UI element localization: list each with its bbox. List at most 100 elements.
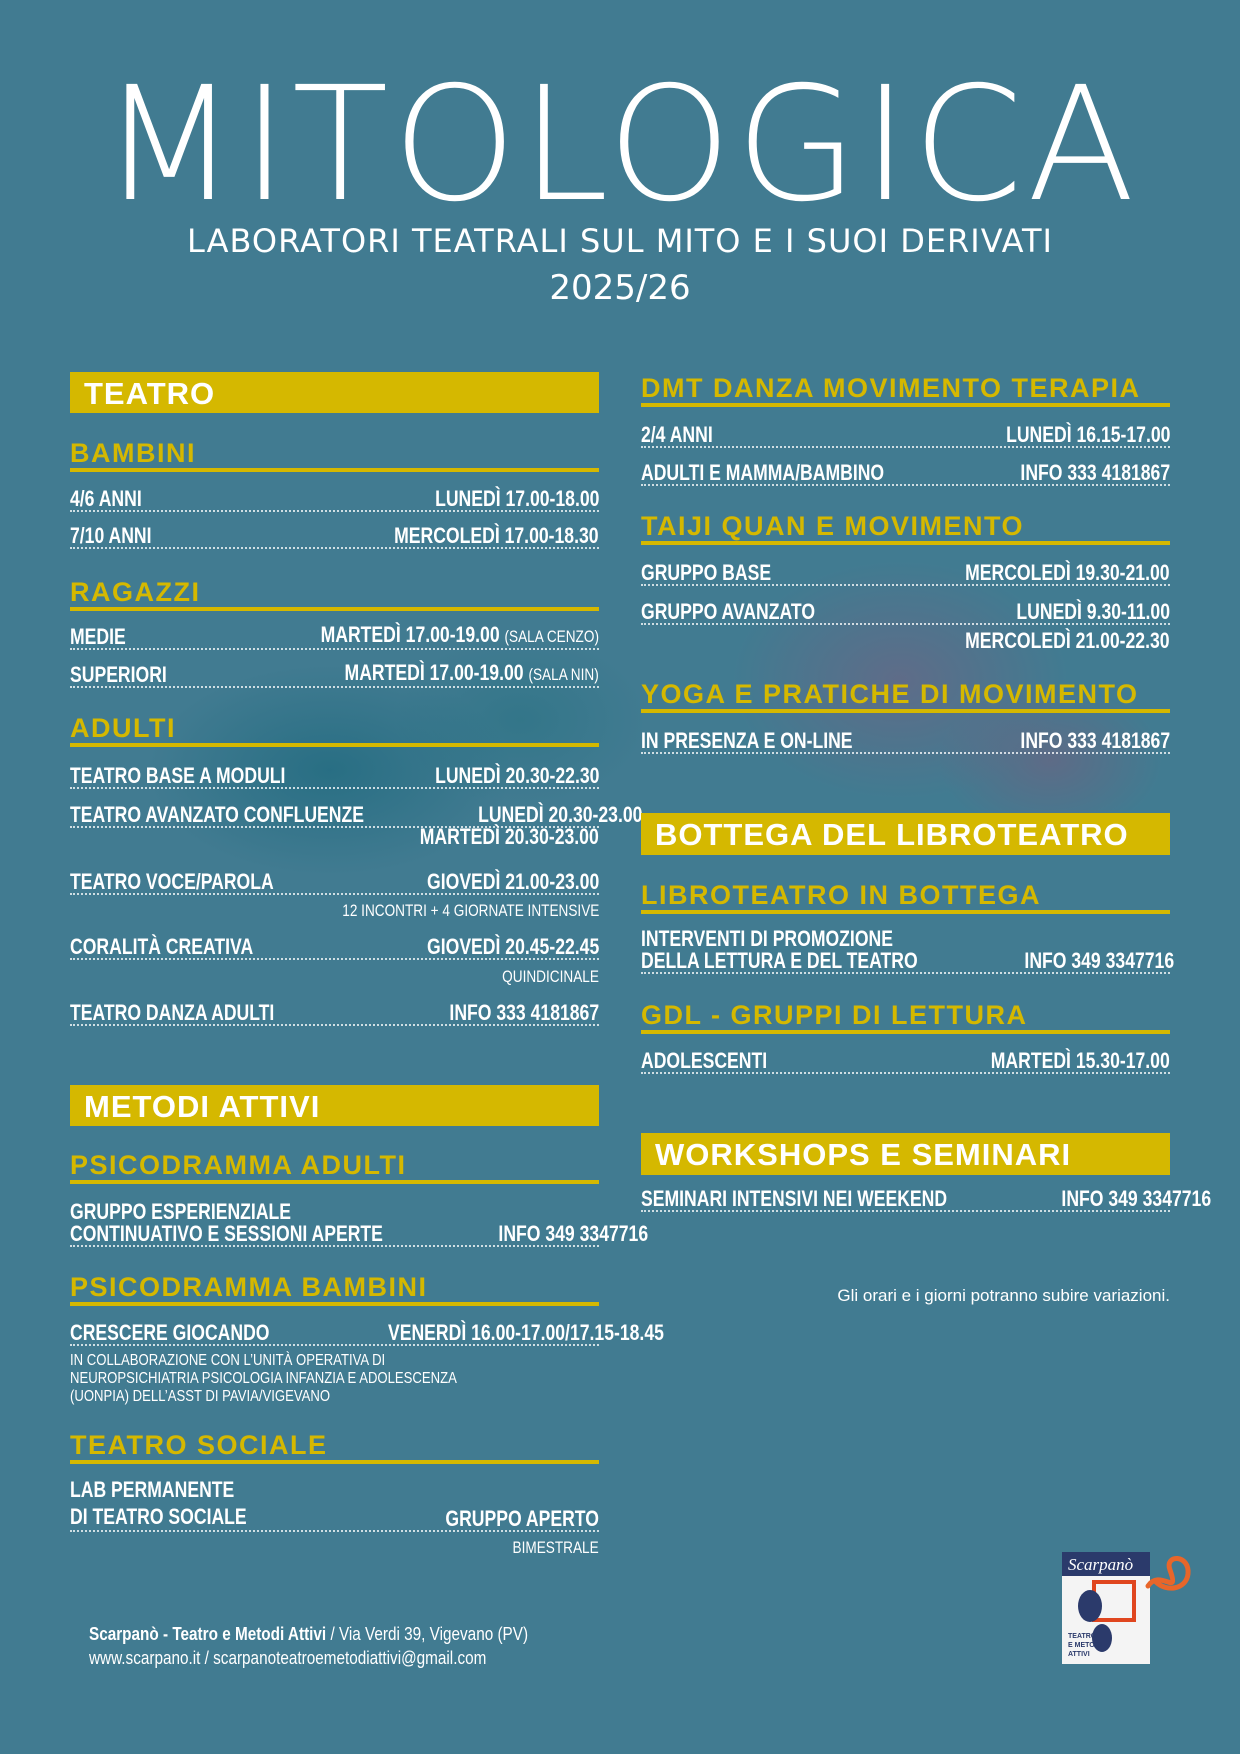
schedule-row: LAB PERMANENTE DI TEATRO SOCIALE GRUPPO AP… [70, 1477, 599, 1532]
row-value: MERCOLEDÌ 19.30-21.00 [965, 560, 1170, 585]
schedule-row: ADULTI E MAMMA/BAMBINO INFO 333 4181867 [641, 458, 1170, 486]
row-value: GIOVEDÌ 21.00-23.00 [426, 869, 599, 894]
row-value: INFO 349 3347716 [498, 1221, 649, 1246]
row-value: MARTEDÌ 17.00-19.00 (SALA CENZO) [321, 624, 599, 648]
footer-org: Scarpanò - Teatro e Metodi Attivi [89, 1624, 327, 1644]
section-bar-teatro: TEATRO [70, 372, 599, 413]
heading-psicodramma-bambini: PSICODRAMMA BAMBINI [70, 1271, 599, 1306]
schedule-row: MEDIE MARTEDÌ 17.00-19.00 (SALA CENZO) [70, 622, 599, 650]
row-extra: QUINDICINALE [70, 968, 599, 987]
row-time: MARTEDÌ 17.00-19.00 [320, 622, 500, 647]
poster-subtitle: LABORATORI TEATRALI SUL MITO E I SUOI DE… [187, 222, 1053, 260]
row-value: LUNEDÌ 20.30-22.30 [434, 763, 599, 788]
row-label-line: CONTINUATIVO E SESSIONI APERTE [70, 1221, 383, 1246]
row-label-line: DELLA LETTURA E DEL TEATRO [641, 948, 918, 973]
footer-contacts: Scarpanò - Teatro e Metodi Attivi / Via … [89, 1622, 606, 1670]
schedule-row: TEATRO BASE A MODULI LUNEDÌ 20.30-22.30 [70, 761, 599, 789]
heading-taiji: TAIJI QUAN E MOVIMENTO [641, 510, 1170, 545]
svg-text:E METODI: E METODI [1068, 1642, 1102, 1649]
schedule-row: CORALITÀ CREATIVA GIOVEDÌ 20.45-22.45 [70, 932, 599, 960]
heading-teatro-sociale: TEATRO SOCIALE [70, 1429, 599, 1464]
row-value: MARTEDÌ 17.00-19.00 (SALA NIN) [345, 662, 599, 686]
row-label: GRUPPO ESPERIENZIALE CONTINUATIVO E SESSI… [70, 1201, 383, 1245]
row-label: ADOLESCENTI [641, 1048, 768, 1073]
heading-psicodramma-adulti: PSICODRAMMA ADULTI [70, 1149, 599, 1184]
row-note: (SALA CENZO) [504, 627, 599, 646]
row-extra: MERCOLEDÌ 21.00-22.30 [641, 630, 1170, 653]
row-value: LUNEDÌ 9.30-11.00 [1016, 599, 1170, 624]
row-label: GRUPPO AVANZATO [641, 599, 816, 624]
schedule-row: IN PRESENZA E ON-LINE INFO 333 4181867 [641, 726, 1170, 754]
row-label: INTERVENTI DI PROMOZIONE DELLA LETTURA E … [641, 928, 918, 972]
poster-year: 2025/26 [549, 268, 691, 308]
row-label: 7/10 ANNI [70, 523, 152, 548]
row-label-line: INTERVENTI DI PROMOZIONE [641, 926, 893, 951]
row-extra-text: 12 INCONTRI + 4 GIORNATE INTENSIVE [341, 901, 599, 920]
row-value: LUNEDÌ 20.30-23.00 [478, 802, 643, 827]
row-label: 2/4 ANNI [641, 422, 713, 447]
row-label: GRUPPO BASE [641, 560, 772, 585]
heading-gdl: GDL - GRUPPI DI LETTURA [641, 999, 1170, 1034]
schedule-row: GRUPPO ESPERIENZIALE CONTINUATIVO E SESSI… [70, 1197, 648, 1247]
row-extra: 12 INCONTRI + 4 GIORNATE INTENSIVE [70, 902, 599, 921]
footer-web-email: www.scarpano.it / scarpanoteatroemetodia… [89, 1648, 487, 1668]
schedule-row: SUPERIORI MARTEDÌ 17.00-19.00 (SALA NIN) [70, 660, 599, 688]
row-label: MEDIE [70, 624, 126, 649]
row-extra-text: BIMESTRALE [512, 1538, 599, 1557]
row-value: INFO 349 3347716 [1024, 948, 1175, 973]
row-value: INFO 333 4181867 [1020, 728, 1170, 753]
row-label-line: GRUPPO ESPERIENZIALE [70, 1199, 292, 1224]
row-value: INFO 349 3347716 [1061, 1186, 1211, 1211]
schedule-row: ADOLESCENTI MARTEDÌ 15.30-17.00 [641, 1046, 1170, 1074]
collaboration-notes: IN COLLABORAZIONE CON L’UNITÀ OPERATIVA … [70, 1352, 599, 1406]
schedule-row: TEATRO AVANZATO CONFLUENZE LUNEDÌ 20.30-2… [70, 800, 643, 828]
row-label: 4/6 ANNI [70, 486, 142, 511]
row-label: IN PRESENZA E ON-LINE [641, 728, 853, 753]
section-bar-bottega: BOTTEGA DEL LIBROTEATRO [641, 813, 1170, 855]
poster-title: MITOLOGICA [101, 53, 1139, 237]
schedule-row: SEMINARI INTENSIVI NEI WEEKEND INFO 349 3… [641, 1184, 1211, 1212]
footer-address: / Via Verdi 39, Vigevano (PV) [330, 1624, 529, 1644]
row-label: TEATRO AVANZATO CONFLUENZE [70, 802, 364, 827]
schedule-row: TEATRO DANZA ADULTI INFO 333 4181867 [70, 998, 599, 1026]
row-time: MARTEDÌ 17.00-19.00 [344, 660, 524, 685]
heading-bambini: BAMBINI [70, 437, 599, 472]
scarpano-logo: Scarpanò TEATRO E METODI ATTIVI [1060, 1548, 1200, 1668]
schedule-row: TEATRO VOCE/PAROLA GIOVEDÌ 21.00-23.00 [70, 867, 599, 895]
heading-yoga: YOGA E PRATICHE DI MOVIMENTO [641, 678, 1170, 713]
row-value: LUNEDÌ 16.15-17.00 [1005, 422, 1170, 447]
row-label: TEATRO BASE A MODULI [70, 763, 286, 788]
row-label: ADULTI E MAMMA/BAMBINO [641, 460, 885, 485]
row-label-line: DI TEATRO SOCIALE [70, 1504, 247, 1529]
schedule-row: INTERVENTI DI PROMOZIONE DELLA LETTURA E … [641, 924, 1174, 974]
row-value: INFO 333 4181867 [1020, 460, 1170, 485]
row-label: TEATRO DANZA ADULTI [70, 1000, 275, 1025]
row-label: TEATRO VOCE/PAROLA [70, 869, 274, 894]
schedule-disclaimer: Gli orari e i giorni potranno subire var… [837, 1286, 1170, 1305]
svg-text:Scarpanò: Scarpanò [1068, 1555, 1133, 1574]
row-value: MERCOLEDÌ 17.00-18.30 [394, 523, 599, 548]
schedule-row: 4/6 ANNI LUNEDÌ 17.00-18.00 [70, 484, 599, 512]
note-line: IN COLLABORAZIONE CON L’UNITÀ OPERATIVA … [70, 1352, 386, 1369]
row-label: CORALITÀ CREATIVA [70, 934, 254, 959]
schedule-row: 2/4 ANNI LUNEDÌ 16.15-17.00 [641, 420, 1170, 448]
svg-text:ATTIVI: ATTIVI [1068, 1651, 1090, 1658]
row-value: VENERDÌ 16.00-17.00/17.15-18.45 [388, 1320, 665, 1345]
row-value: GIOVEDÌ 20.45-22.45 [426, 934, 599, 959]
row-extra: BIMESTRALE [70, 1539, 599, 1558]
row-value: MARTEDÌ 15.30-17.00 [990, 1048, 1170, 1073]
note-line: (UONPIA) DELL’ASST DI PAVIA/VIGEVANO [70, 1388, 331, 1405]
row-extra-text: MARTEDÌ 20.30-23.00 [419, 824, 599, 849]
row-extra: MARTEDÌ 20.30-23.00 [70, 826, 599, 849]
schedule-row: GRUPPO AVANZATO LUNEDÌ 9.30-11.00 [641, 597, 1170, 625]
heading-ragazzi: RAGAZZI [70, 576, 599, 611]
row-label: LAB PERMANENTE DI TEATRO SOCIALE [70, 1476, 247, 1530]
row-label: SEMINARI INTENSIVI NEI WEEKEND [641, 1186, 948, 1211]
section-bar-metodi-attivi: METODI ATTIVI [70, 1085, 599, 1126]
row-note: (SALA NIN) [528, 665, 599, 684]
row-value: GRUPPO APERTO [445, 1506, 599, 1531]
row-extra-text: QUINDICINALE [502, 967, 599, 986]
schedule-row: GRUPPO BASE MERCOLEDÌ 19.30-21.00 [641, 558, 1170, 586]
heading-libroteatro: LIBROTEATRO IN BOTTEGA [641, 879, 1170, 914]
row-label: SUPERIORI [70, 662, 167, 687]
